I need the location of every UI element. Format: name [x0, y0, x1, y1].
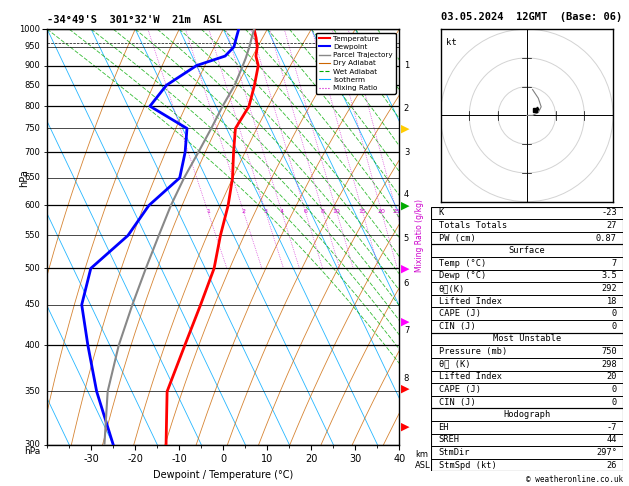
Text: ▶: ▶: [401, 123, 410, 134]
Text: 850: 850: [25, 81, 41, 90]
Text: StmSpd (kt): StmSpd (kt): [438, 461, 496, 469]
Text: 25: 25: [392, 209, 401, 214]
Text: 0: 0: [612, 322, 617, 331]
Text: hPa: hPa: [25, 447, 41, 456]
X-axis label: Dewpoint / Temperature (°C): Dewpoint / Temperature (°C): [153, 470, 293, 480]
Text: 0: 0: [612, 309, 617, 318]
Text: 450: 450: [25, 300, 41, 309]
Text: 400: 400: [25, 341, 41, 350]
Text: 44: 44: [606, 435, 617, 444]
Text: CIN (J): CIN (J): [438, 398, 476, 407]
Text: CAPE (J): CAPE (J): [438, 309, 481, 318]
Text: 292: 292: [601, 284, 617, 293]
Text: Lifted Index: Lifted Index: [438, 372, 501, 382]
Text: 10: 10: [333, 209, 340, 214]
Bar: [431, 244, 623, 333]
Text: Mixing Ratio (g/kg): Mixing Ratio (g/kg): [415, 199, 424, 272]
Text: SREH: SREH: [438, 435, 460, 444]
Bar: [431, 408, 623, 471]
Text: 7: 7: [612, 259, 617, 268]
Text: Most Unstable: Most Unstable: [493, 334, 561, 344]
Text: 20: 20: [606, 372, 617, 382]
Text: 750: 750: [25, 124, 41, 133]
Legend: Temperature, Dewpoint, Parcel Trajectory, Dry Adiabat, Wet Adiabat, Isotherm, Mi: Temperature, Dewpoint, Parcel Trajectory…: [316, 33, 396, 94]
Text: 1000: 1000: [19, 25, 41, 34]
Text: 3: 3: [404, 148, 409, 157]
Text: 5: 5: [404, 233, 409, 243]
Text: ▶: ▶: [401, 316, 410, 327]
Text: Hodograph: Hodograph: [503, 410, 550, 419]
Text: 6: 6: [303, 209, 307, 214]
Text: ▶: ▶: [401, 200, 410, 210]
Text: ▶: ▶: [401, 263, 410, 274]
Text: Totals Totals: Totals Totals: [438, 221, 507, 230]
Text: CAPE (J): CAPE (J): [438, 385, 481, 394]
Text: 6: 6: [404, 278, 409, 288]
Text: 900: 900: [25, 61, 41, 70]
Text: 1: 1: [404, 61, 409, 70]
Text: θᴇ (K): θᴇ (K): [438, 360, 470, 369]
Text: 15: 15: [359, 209, 366, 214]
Text: 2: 2: [242, 209, 245, 214]
Text: CIN (J): CIN (J): [438, 322, 476, 331]
Text: 550: 550: [25, 231, 41, 240]
Text: StmDir: StmDir: [438, 448, 470, 457]
Text: 7: 7: [404, 326, 409, 335]
Text: hPa: hPa: [19, 169, 30, 187]
Text: 500: 500: [25, 264, 41, 273]
Text: 3.5: 3.5: [601, 271, 617, 280]
Text: Lifted Index: Lifted Index: [438, 296, 501, 306]
Text: 800: 800: [25, 102, 41, 111]
Text: 3: 3: [264, 209, 267, 214]
Text: 0.87: 0.87: [596, 234, 617, 243]
Text: -34°49'S  301°32'W  21m  ASL: -34°49'S 301°32'W 21m ASL: [47, 15, 222, 25]
Text: ▶: ▶: [401, 383, 410, 394]
Text: © weatheronline.co.uk: © weatheronline.co.uk: [526, 474, 623, 484]
Text: Temp (°C): Temp (°C): [438, 259, 486, 268]
Text: θᴇ(K): θᴇ(K): [438, 284, 465, 293]
Text: -7: -7: [606, 423, 617, 432]
Text: K: K: [438, 208, 444, 217]
Text: -23: -23: [601, 208, 617, 217]
Text: 0: 0: [612, 398, 617, 407]
Text: 8: 8: [321, 209, 325, 214]
Text: Pressure (mb): Pressure (mb): [438, 347, 507, 356]
Text: 950: 950: [25, 42, 41, 52]
Text: 298: 298: [601, 360, 617, 369]
Text: Surface: Surface: [508, 246, 545, 255]
Text: kt: kt: [446, 38, 457, 47]
Bar: [431, 207, 623, 244]
Text: 26: 26: [606, 461, 617, 469]
Text: Dewp (°C): Dewp (°C): [438, 271, 486, 280]
Text: km
ASL: km ASL: [415, 451, 430, 470]
Text: 350: 350: [25, 387, 41, 396]
Text: ▶: ▶: [401, 422, 410, 432]
Text: 27: 27: [606, 221, 617, 230]
Text: 1: 1: [206, 209, 209, 214]
Text: 700: 700: [25, 148, 41, 157]
Text: EH: EH: [438, 423, 449, 432]
Text: 297°: 297°: [596, 448, 617, 457]
Text: 20: 20: [377, 209, 386, 214]
Text: 750: 750: [601, 347, 617, 356]
Text: 4: 4: [404, 190, 409, 199]
Text: 600: 600: [25, 201, 41, 210]
Text: 8: 8: [404, 374, 409, 383]
Text: 4: 4: [279, 209, 284, 214]
Text: 03.05.2024  12GMT  (Base: 06): 03.05.2024 12GMT (Base: 06): [442, 12, 623, 22]
Text: PW (cm): PW (cm): [438, 234, 476, 243]
Text: 18: 18: [606, 296, 617, 306]
Text: 2: 2: [404, 104, 409, 113]
Text: 650: 650: [25, 174, 41, 182]
Bar: [431, 333, 623, 408]
Text: 0: 0: [612, 385, 617, 394]
Text: 300: 300: [25, 440, 41, 449]
